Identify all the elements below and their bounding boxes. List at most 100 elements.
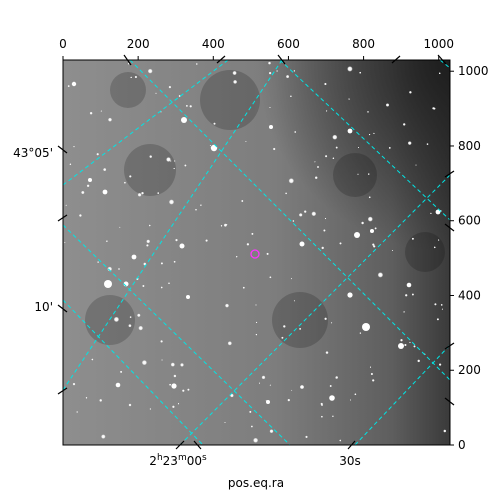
star xyxy=(205,239,208,242)
star xyxy=(130,76,133,79)
bright-star xyxy=(269,125,273,129)
grid-line xyxy=(129,60,450,381)
star xyxy=(402,122,406,126)
star xyxy=(64,241,66,244)
star xyxy=(290,278,293,280)
star xyxy=(119,370,123,374)
star xyxy=(200,204,202,207)
star xyxy=(367,173,370,176)
star xyxy=(370,372,374,376)
star xyxy=(173,374,177,378)
star xyxy=(91,358,94,361)
star xyxy=(266,252,269,256)
star xyxy=(250,425,253,428)
star xyxy=(267,61,272,65)
star xyxy=(233,79,238,84)
star xyxy=(253,437,259,443)
star xyxy=(371,379,375,382)
star xyxy=(86,184,90,188)
star xyxy=(128,175,132,178)
star xyxy=(305,435,308,439)
star xyxy=(166,157,171,162)
star xyxy=(437,239,440,241)
star xyxy=(325,351,329,355)
star xyxy=(261,375,266,380)
star xyxy=(443,429,447,433)
star xyxy=(107,266,113,272)
bright-star xyxy=(179,243,185,249)
star xyxy=(324,217,327,220)
star xyxy=(73,145,75,148)
star xyxy=(314,176,318,180)
star xyxy=(160,340,163,343)
right-axis-tick-label: 600 xyxy=(458,214,481,228)
top-pixel-axis: 0 200 400 600 800 1000 xyxy=(59,37,454,60)
star xyxy=(255,321,258,324)
star xyxy=(367,110,369,113)
star xyxy=(149,155,153,159)
star xyxy=(417,359,421,363)
star xyxy=(413,345,416,348)
top-axis-tick-label: 200 xyxy=(127,37,150,51)
star xyxy=(160,262,164,265)
star xyxy=(391,249,394,251)
star xyxy=(323,229,326,232)
star xyxy=(303,210,307,214)
star xyxy=(339,242,342,245)
star xyxy=(269,276,272,279)
star xyxy=(178,94,181,98)
world-coordinate-ticks xyxy=(57,54,455,450)
dec-tick-label: 43°05' xyxy=(13,146,53,160)
star xyxy=(269,106,271,109)
star xyxy=(409,341,411,344)
star xyxy=(408,90,412,94)
top-axis-tick-label: 800 xyxy=(352,37,375,51)
star xyxy=(146,244,149,247)
diffuse-dark-region xyxy=(333,153,377,197)
star xyxy=(282,324,286,328)
star xyxy=(235,255,238,258)
star xyxy=(374,227,377,230)
star xyxy=(285,192,288,195)
star xyxy=(349,399,352,401)
star xyxy=(291,389,293,391)
bright-star xyxy=(406,282,412,288)
star xyxy=(100,110,103,112)
star xyxy=(255,333,258,336)
star xyxy=(117,267,121,271)
star xyxy=(407,141,412,146)
star xyxy=(148,224,151,227)
star xyxy=(357,146,360,149)
star xyxy=(339,439,342,442)
star xyxy=(368,196,371,199)
star xyxy=(155,92,157,95)
star xyxy=(426,143,429,146)
star xyxy=(107,117,113,122)
star xyxy=(101,434,106,439)
star xyxy=(187,388,190,391)
star xyxy=(224,303,230,308)
coordinate-grid xyxy=(63,60,450,445)
star xyxy=(320,415,323,418)
star xyxy=(357,173,359,176)
star xyxy=(97,261,100,264)
star xyxy=(141,191,144,195)
star xyxy=(168,199,175,205)
star xyxy=(269,429,274,434)
star xyxy=(404,293,408,297)
star xyxy=(354,393,357,396)
bright-star xyxy=(71,81,77,87)
star xyxy=(69,163,72,166)
star xyxy=(224,421,226,424)
star xyxy=(232,70,237,76)
star xyxy=(332,134,338,140)
star xyxy=(195,208,197,211)
star xyxy=(324,82,327,86)
star xyxy=(276,70,278,72)
star xyxy=(325,110,328,112)
right-pixel-axis: 0 200 400 600 800 1000 xyxy=(450,64,489,452)
star xyxy=(372,245,376,248)
star xyxy=(293,300,296,302)
star xyxy=(316,165,320,169)
